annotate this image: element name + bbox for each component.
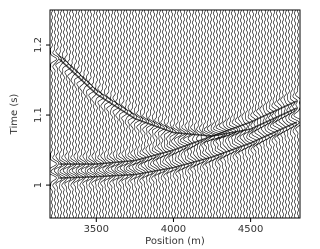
y-tick-label: 1.1: [33, 107, 44, 123]
trace: [225, 10, 235, 218]
trace: [202, 10, 212, 218]
trace: [258, 10, 266, 218]
y-tick-label: 1: [33, 182, 44, 188]
trace: [145, 10, 153, 218]
y-tick-label: 1.2: [33, 37, 44, 53]
x-tick-label: 3500: [84, 224, 109, 235]
x-axis-label: Position (m): [145, 236, 205, 247]
trace: [244, 10, 252, 218]
trace: [249, 10, 257, 218]
trace: [213, 10, 225, 218]
trace: [171, 10, 179, 218]
traces: [49, 10, 301, 218]
trace: [199, 10, 207, 218]
trace: [255, 10, 263, 218]
x-tick-label: 4000: [161, 224, 186, 235]
x-tick-label: 4500: [238, 224, 263, 235]
trace: [141, 10, 149, 218]
chart: Position (m) Time (s) 3500 4000 4500 1 1.1 1.…: [0, 0, 302, 249]
y-axis-label: Time (s): [9, 94, 20, 136]
trace: [136, 10, 144, 218]
